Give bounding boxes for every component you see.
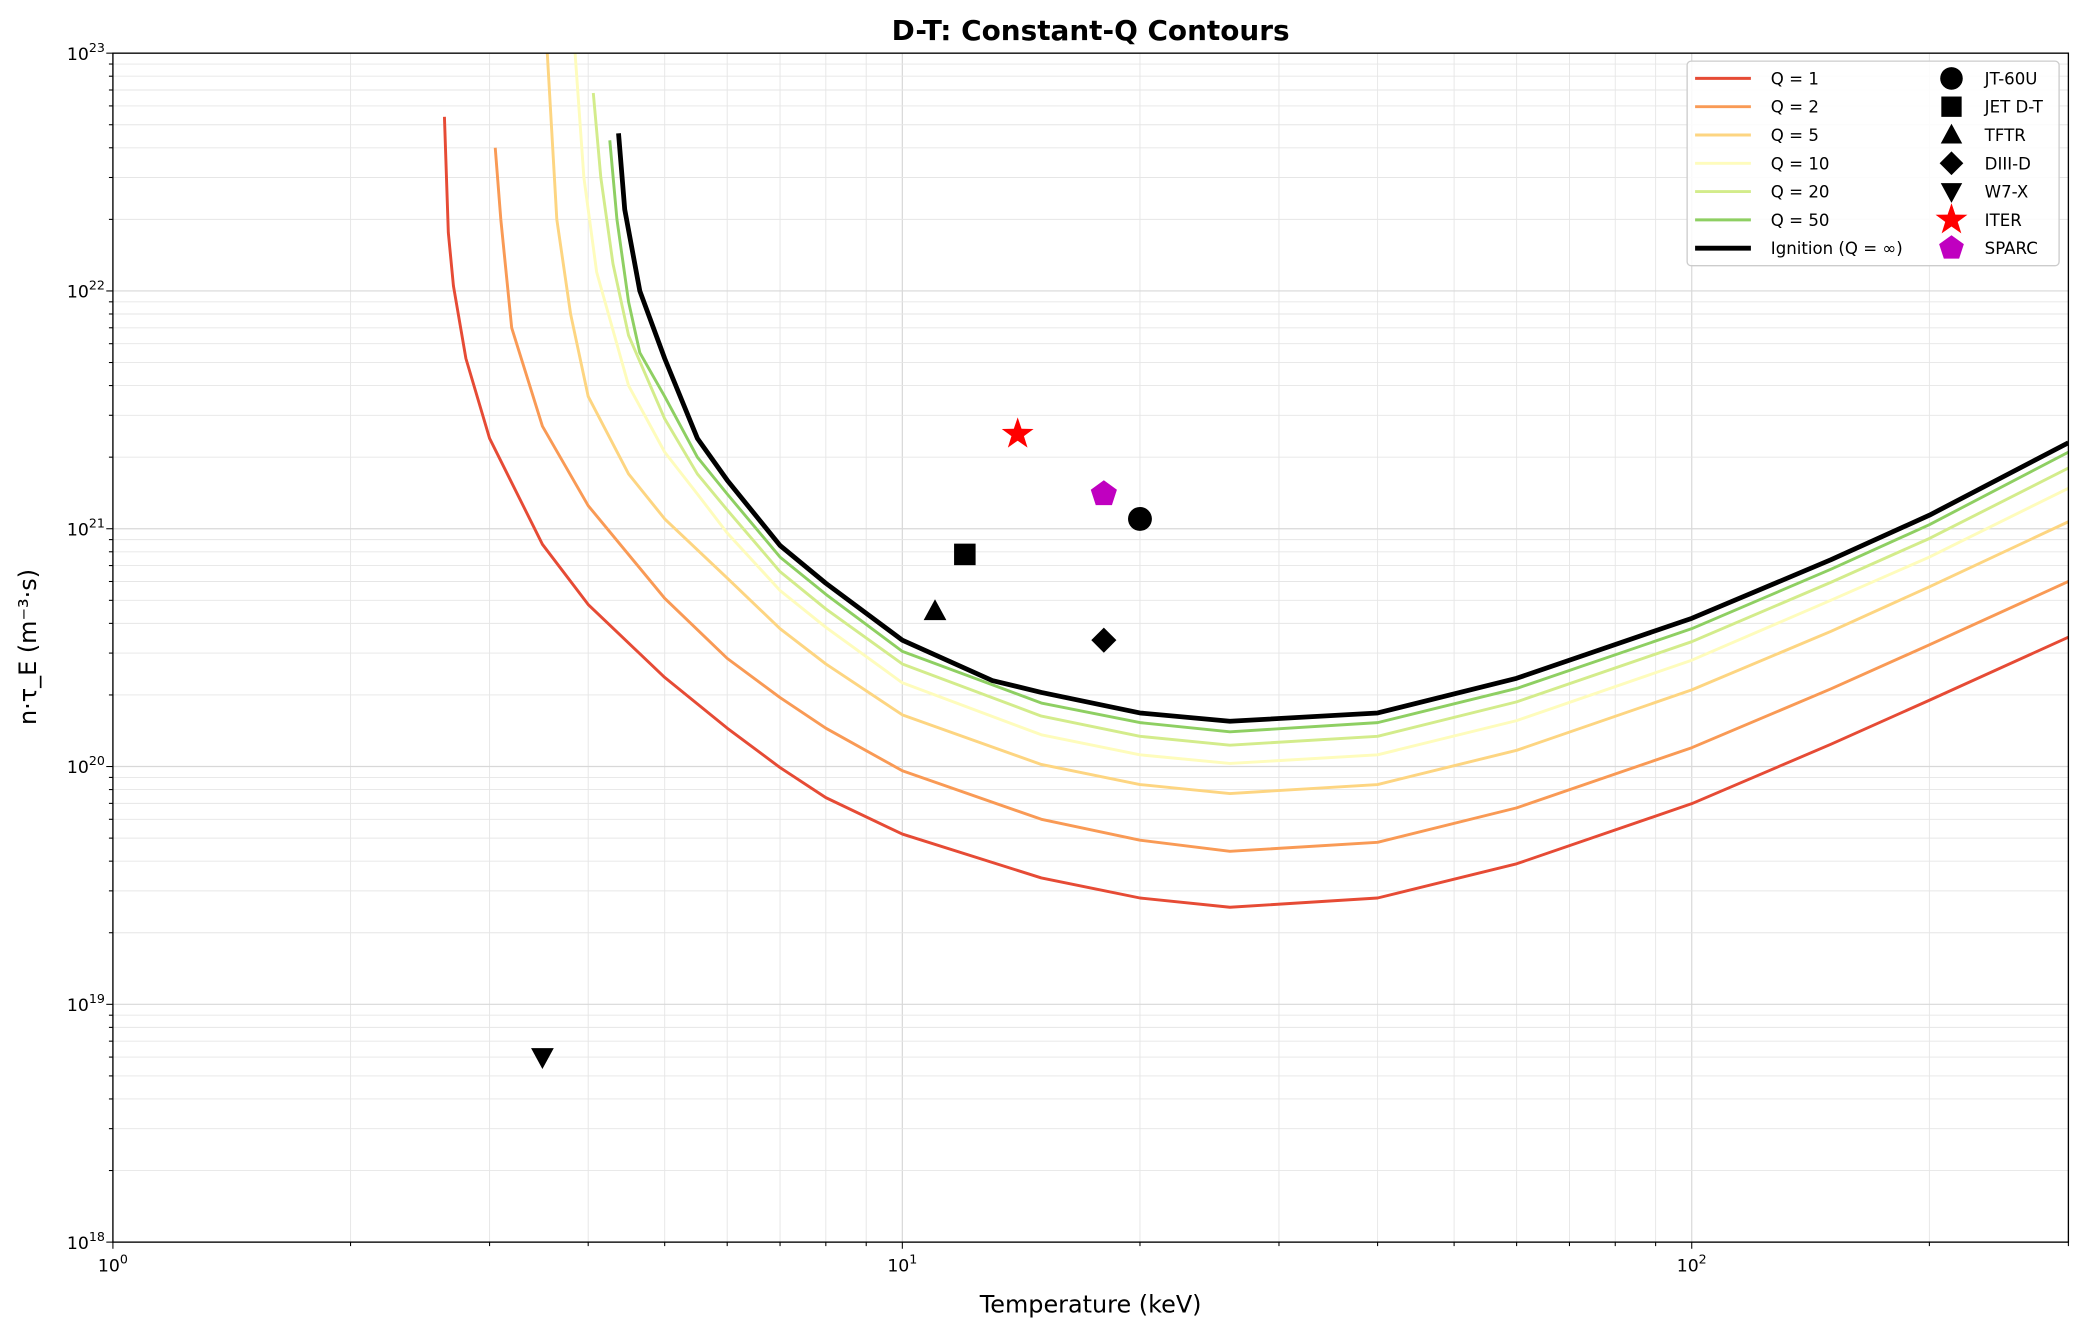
markers xyxy=(531,417,1152,1070)
series-line-q-10 xyxy=(573,53,2069,765)
x-tick-label: 100 xyxy=(98,1251,128,1276)
grid xyxy=(112,52,2069,1243)
marker-jt-60u xyxy=(1128,506,1152,531)
series-line-q-5 xyxy=(545,53,2069,795)
legend-label: SPARC xyxy=(1985,239,2038,258)
marker-diii-d xyxy=(1091,627,1117,653)
plot-frame xyxy=(112,52,2070,1243)
legend-marker-swatch xyxy=(1939,235,1964,259)
legend-label: ITER xyxy=(1985,211,2023,230)
x-axis-label: Temperature (keV) xyxy=(979,1291,1202,1319)
legend-label: Q = 50 xyxy=(1771,211,1830,230)
legend-label: DIII-D xyxy=(1985,154,2031,173)
x-tick-label: 101 xyxy=(887,1251,917,1276)
legend-label: Q = 5 xyxy=(1771,126,1819,145)
legend-label: JT-60U xyxy=(1984,69,2038,88)
legend-marker-swatch xyxy=(1939,151,1964,176)
series-line-q-1 xyxy=(442,116,2069,909)
legend-label: Q = 1 xyxy=(1771,69,1819,88)
marker-tftr xyxy=(923,599,947,621)
y-axis-label: n·τ_E (m⁻³·s) xyxy=(14,569,42,725)
y-tick-label: 1019 xyxy=(67,991,105,1016)
marker-w7-x xyxy=(531,1048,554,1070)
legend-label: W7-X xyxy=(1985,183,2029,202)
y-tick-label: 1023 xyxy=(67,40,105,65)
y-tick-label: 1020 xyxy=(67,753,105,778)
legend-marker-swatch xyxy=(1940,67,1963,90)
legend-label: JET D-T xyxy=(1984,98,2044,117)
legend-label: Ignition (Q = ∞) xyxy=(1771,239,1903,258)
series-line-q-2 xyxy=(493,147,2069,853)
legend-marker-swatch xyxy=(1940,123,1963,144)
y-tick-label: 1018 xyxy=(67,1229,105,1254)
legend-label: Q = 10 xyxy=(1771,154,1830,173)
legend-marker-swatch xyxy=(1935,203,1968,234)
ticks: 100 101 102 1018 1019 1020 1021 1022 1023 xyxy=(67,40,2069,1276)
legend: Q = 1 Q = 2 Q = 5 Q = 10 Q = 20 Q = 50 Ignitio… xyxy=(1686,60,2060,267)
y-tick-label: 1021 xyxy=(67,515,105,540)
x-tick-label: 102 xyxy=(1677,1251,1707,1276)
curves xyxy=(442,53,2069,909)
series-line-ignition-q- xyxy=(616,133,2069,724)
legend-marker-swatch xyxy=(1940,183,1963,203)
legend-label: Q = 2 xyxy=(1771,98,1819,117)
series-line-q-20 xyxy=(591,92,2069,747)
legend-label: Q = 20 xyxy=(1771,183,1830,202)
series-line-q-50 xyxy=(608,140,2069,734)
marker-jet-d-t xyxy=(954,543,976,566)
legend-box xyxy=(1686,60,2060,267)
legend-label: TFTR xyxy=(1984,126,2027,145)
marker-iter xyxy=(1001,417,1034,448)
marker-sparc xyxy=(1090,480,1117,506)
y-tick-label: 1022 xyxy=(67,278,105,303)
chart-title: D-T: Constant-Q Contours xyxy=(892,14,1290,47)
legend-marker-swatch xyxy=(1941,96,1962,117)
